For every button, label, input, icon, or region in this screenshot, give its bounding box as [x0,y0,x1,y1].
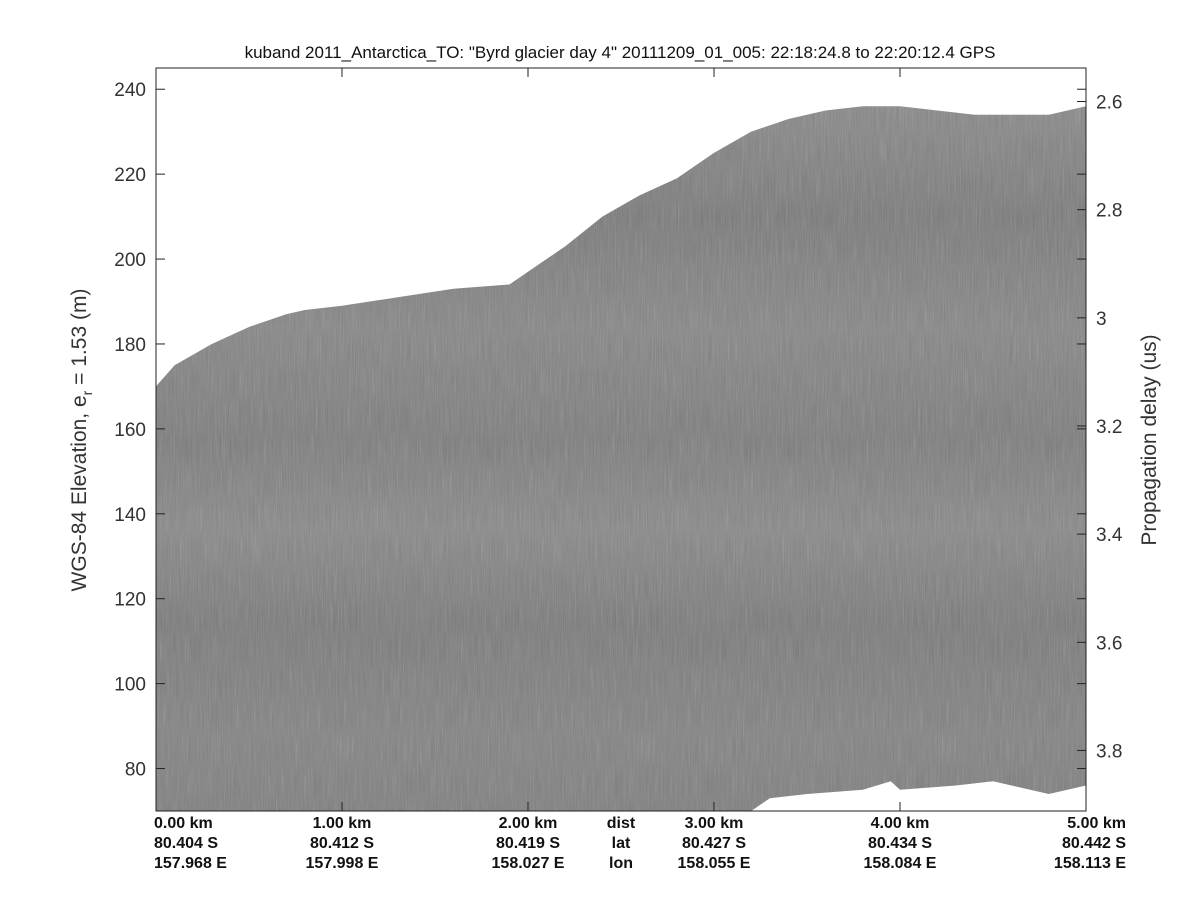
x-tick-label-lat: 80.434 S [868,835,932,852]
echogram-noise [156,106,1086,811]
y2-axis-ticks: 2.6 2.8 3 3.2 3.4 3.6 3.8 [1077,93,1123,762]
x-tick-label-lat: 80.442 S [1062,835,1126,852]
chart-title: kuband 2011_Antarctica_TO: "Byrd glacier… [245,43,996,62]
y-tick-label: 80 [125,760,146,781]
x-tick-label-lat: 80.404 S [154,835,218,852]
echogram-image [156,106,1086,811]
x-tick-label-lon: 158.055 E [678,855,751,872]
y2-tick-label: 2.8 [1096,201,1122,222]
y-tick-label: 180 [114,335,146,356]
y-axis-label: WGS-84 Elevation, er = 1.53 (m) [68,289,95,592]
x-tick-label-lon: 158.084 E [864,855,937,872]
y-tick-label: 160 [114,420,146,441]
y-tick-label: 140 [114,505,146,526]
x-tick-label-dist: 0.00 km [154,815,213,832]
x-tick-label-dist: 3.00 km [685,815,744,832]
y2-axis-label: Propagation delay (us) [1138,334,1161,545]
x-tick-label-lon: 158.027 E [492,855,565,872]
x-tick-label-lon: 157.998 E [306,855,379,872]
y-tick-label: 100 [114,675,146,696]
x-tick-label-dist: 4.00 km [871,815,930,832]
y-tick-label: 120 [114,590,146,611]
y-tick-label: 200 [114,250,146,271]
y2-tick-label: 2.6 [1096,93,1122,114]
x-tick-label-lon: 158.113 E [1054,855,1126,872]
x-row-label-lat: lat [612,835,631,852]
y-axis-ticks: 80 100 120 140 160 180 200 220 240 [114,80,1086,781]
y-tick-label: 240 [114,80,146,101]
plot-frame [155,67,1087,812]
y2-tick-label: 3.4 [1096,525,1123,546]
x-tick-label-lat: 80.412 S [310,835,374,852]
y2-tick-label: 3.6 [1096,633,1122,654]
x-row-label-lon: lon [609,855,633,872]
y-tick-label: 220 [114,165,146,186]
y2-tick-label: 3.8 [1096,741,1122,762]
x-tick-label-lat: 80.427 S [682,835,746,852]
x-tick-label-lat: 80.419 S [496,835,560,852]
y2-tick-label: 3.2 [1096,417,1122,438]
x-tick-label-dist: 1.00 km [313,815,372,832]
x-tick-label-dist: 2.00 km [499,815,558,832]
x-tick-label-dist: 5.00 km [1067,815,1126,832]
x-row-label-dist: dist [607,815,636,832]
x-axis-ticks: 0.00 km 80.404 S 157.968 E 1.00 km 80.412 S 1… [154,68,1126,872]
y2-tick-label: 3 [1096,309,1107,330]
x-tick-label-lon: 157.968 E [154,855,227,872]
